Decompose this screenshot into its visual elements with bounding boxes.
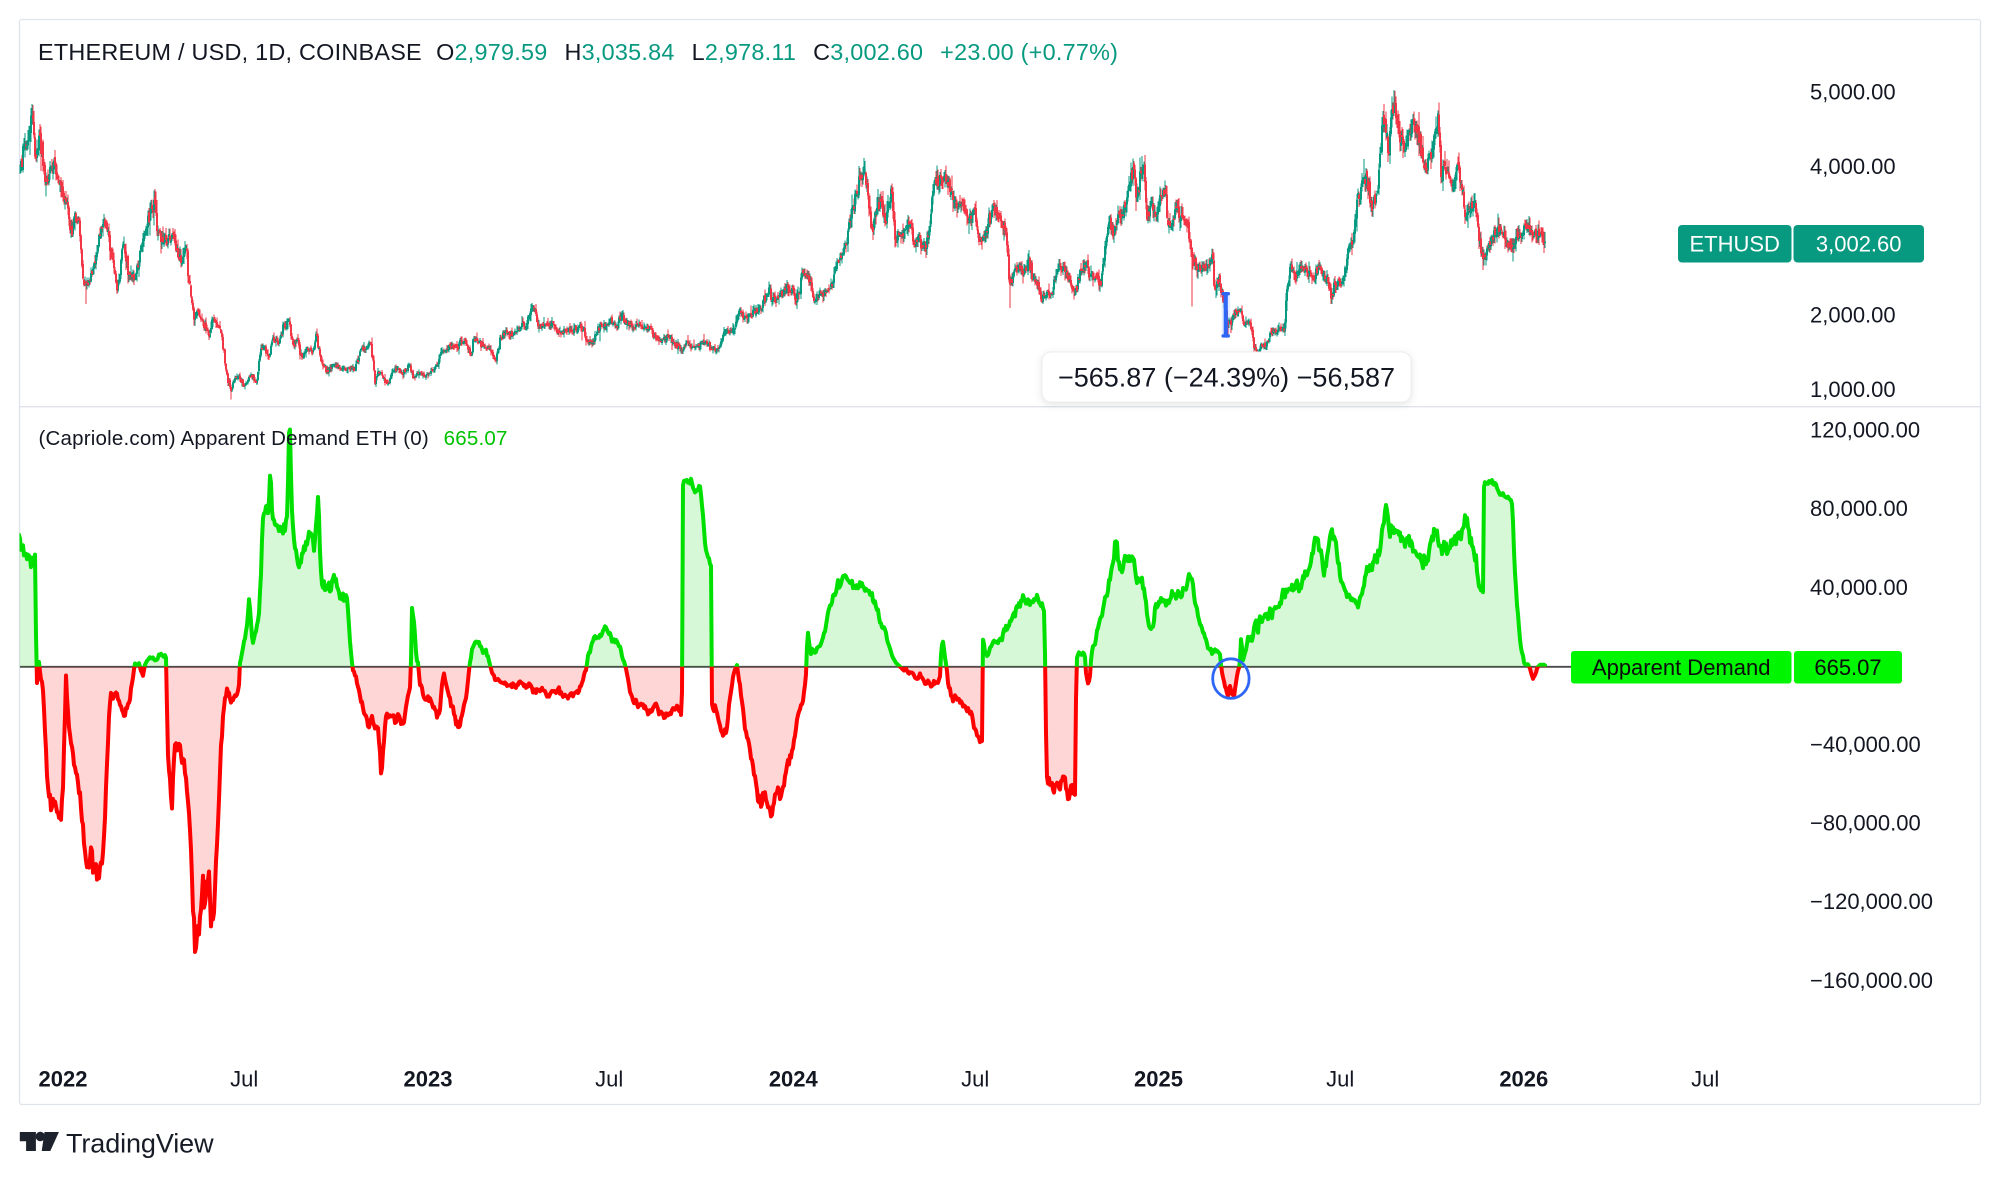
svg-text:−565.87 (−24.39%) −56,587: −565.87 (−24.39%) −56,587: [1058, 363, 1395, 393]
svg-text:−40,000.00: −40,000.00: [1810, 732, 1921, 757]
svg-text:4,000.00: 4,000.00: [1810, 154, 1896, 179]
svg-text:665.07: 665.07: [1814, 655, 1881, 680]
svg-text:−120,000.00: −120,000.00: [1810, 889, 1933, 914]
svg-text:ETHUSD: ETHUSD: [1689, 231, 1779, 256]
svg-text:120,000.00: 120,000.00: [1810, 418, 1920, 443]
svg-text:Apparent Demand: Apparent Demand: [1592, 655, 1771, 680]
svg-text:3,002.60: 3,002.60: [1816, 231, 1902, 256]
svg-text:2,000.00: 2,000.00: [1810, 303, 1896, 328]
svg-text:ETHEREUM / USD, 1D, COINBASE: ETHEREUM / USD, 1D, COINBASE O2,979.59 H…: [38, 39, 1118, 65]
svg-text:Jul: Jul: [1326, 1067, 1354, 1092]
svg-text:(Capriole.com) Apparent Demand: (Capriole.com) Apparent Demand ETH (0) 6…: [39, 427, 508, 450]
svg-text:1,000.00: 1,000.00: [1810, 377, 1896, 402]
svg-text:5,000.00: 5,000.00: [1810, 79, 1896, 104]
svg-text:Jul: Jul: [1691, 1067, 1719, 1092]
svg-text:−160,000.00: −160,000.00: [1810, 968, 1933, 993]
svg-text:80,000.00: 80,000.00: [1810, 496, 1908, 521]
svg-text:Jul: Jul: [961, 1067, 989, 1092]
svg-text:2022: 2022: [39, 1067, 88, 1092]
svg-text:2024: 2024: [769, 1067, 819, 1092]
svg-text:2025: 2025: [1134, 1067, 1183, 1092]
svg-text:Jul: Jul: [230, 1067, 258, 1092]
svg-text:2026: 2026: [1499, 1067, 1548, 1092]
svg-text:−80,000.00: −80,000.00: [1810, 811, 1921, 836]
svg-text:40,000.00: 40,000.00: [1810, 575, 1908, 600]
svg-text:TradingView: TradingView: [66, 1128, 214, 1158]
svg-text:2023: 2023: [404, 1067, 453, 1092]
svg-text:Jul: Jul: [595, 1067, 623, 1092]
